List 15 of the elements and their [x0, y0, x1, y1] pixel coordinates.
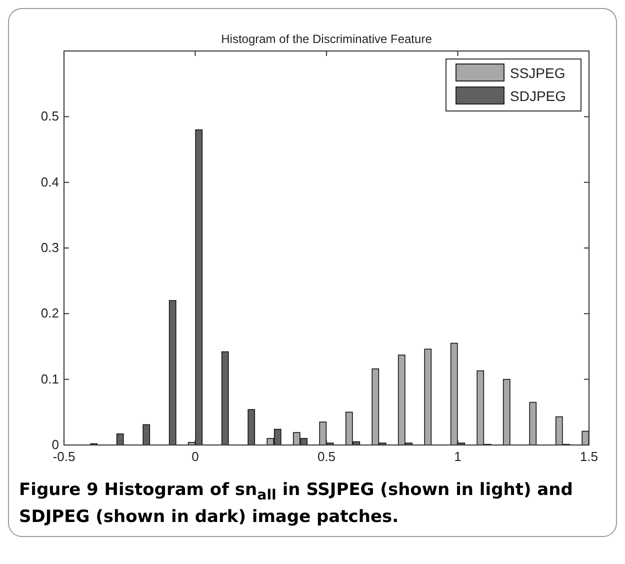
x-tick-label: 0: [192, 449, 199, 464]
legend-label: SSJPEG: [510, 65, 566, 81]
chart-title: Histogram of the Discriminative Feature: [221, 32, 432, 46]
x-tick-label: 0.5: [317, 449, 336, 464]
legend-label: SDJPEG: [510, 88, 566, 104]
x-tick-label: 1.5: [580, 449, 598, 464]
y-tick-label: 0.4: [40, 174, 59, 190]
x-tick-label: -0.5: [52, 449, 76, 464]
y-tick-label: 0.1: [40, 371, 59, 386]
caption: Figure 9 Histogram of sn$_{all}$ in SSJPEG (shown in light) and SDJPEG (shown in dark) image patches.: [18, 479, 574, 528]
y-tick-label: 0.2: [40, 306, 59, 321]
y-tick-label: 0.5: [40, 108, 59, 124]
y-tick-label: 0: [52, 437, 59, 452]
y-tick-label: 0.3: [40, 240, 59, 255]
x-tick-label: 1: [454, 449, 462, 464]
